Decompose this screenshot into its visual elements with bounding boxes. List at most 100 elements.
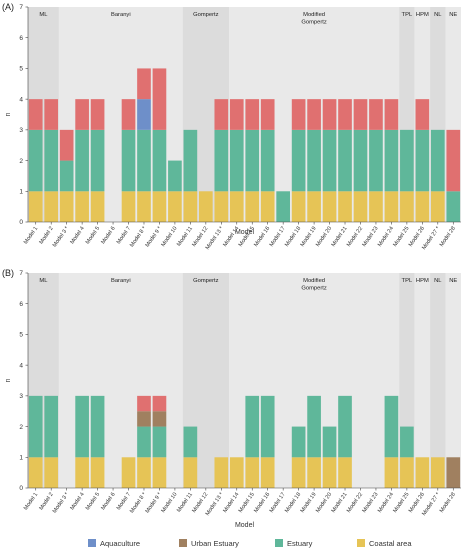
x-tick-label: Model 4 bbox=[69, 492, 85, 512]
bar-segment bbox=[291, 99, 306, 130]
bar-segment bbox=[322, 426, 337, 458]
bar-segment bbox=[168, 191, 182, 222]
x-tick-label: Model 28 bbox=[439, 226, 457, 248]
bar-segment bbox=[214, 129, 229, 192]
bar-segment bbox=[75, 395, 89, 458]
bar-segment bbox=[384, 457, 399, 488]
y-axis-label: n bbox=[5, 378, 12, 382]
bar-segment bbox=[44, 129, 59, 192]
bar-segment bbox=[152, 191, 167, 222]
bar-segment bbox=[322, 99, 337, 130]
bar-segment bbox=[338, 395, 352, 458]
bar-segment bbox=[307, 99, 321, 130]
bar-segment bbox=[28, 457, 43, 488]
bar-segment bbox=[245, 457, 260, 488]
bar-segment bbox=[338, 129, 352, 192]
bar-segment bbox=[44, 395, 59, 458]
bar-segment bbox=[121, 457, 136, 488]
bar-segment bbox=[121, 129, 136, 192]
bar-segment bbox=[229, 457, 244, 488]
bar-segment bbox=[214, 191, 229, 222]
x-tick-label: Model 2 bbox=[39, 226, 55, 246]
bar-segment bbox=[75, 129, 89, 192]
bar-segment bbox=[260, 99, 275, 130]
x-tick-label: Model 1 bbox=[23, 226, 39, 246]
bar-segment bbox=[28, 395, 43, 458]
y-tick-label: 3 bbox=[19, 127, 23, 134]
bar-segment bbox=[245, 99, 260, 130]
bar-segment bbox=[121, 99, 136, 130]
bar-segment bbox=[338, 457, 352, 488]
group-band bbox=[430, 273, 446, 488]
bar-segment bbox=[307, 457, 321, 488]
bar-segment bbox=[214, 457, 229, 488]
group-label: NE bbox=[449, 278, 457, 284]
x-tick-label: Model 5 bbox=[85, 492, 101, 512]
y-tick-label: 2 bbox=[19, 424, 23, 431]
bar-segment bbox=[307, 129, 321, 192]
bar-segment bbox=[322, 191, 337, 222]
bar-segment bbox=[446, 129, 461, 192]
group-label: ML bbox=[39, 12, 48, 18]
group-label: NL bbox=[434, 278, 442, 284]
bar-segment bbox=[245, 191, 260, 222]
legend-label: Estuary bbox=[287, 539, 313, 548]
bar-segment bbox=[152, 395, 167, 412]
bar-segment bbox=[260, 457, 275, 488]
bar-segment bbox=[152, 426, 167, 458]
bar-segment bbox=[137, 411, 151, 427]
bar-segment bbox=[44, 99, 59, 130]
group-label: NE bbox=[449, 12, 457, 18]
group-label: Modified bbox=[303, 278, 325, 284]
bar-segment bbox=[430, 191, 445, 222]
bar-segment bbox=[384, 99, 399, 130]
legend: Aquaculture Urban Estuary Estuary Coastal a… bbox=[88, 539, 412, 548]
bar-segment bbox=[260, 191, 275, 222]
x-tick-label: Model 7 bbox=[116, 492, 132, 512]
bar-segment bbox=[430, 457, 445, 488]
y-tick-label: 1 bbox=[19, 188, 23, 195]
legend-label: Coastal area bbox=[369, 539, 412, 548]
bar-segment bbox=[291, 129, 306, 192]
bar-segment bbox=[183, 457, 198, 488]
bar-segment bbox=[183, 426, 198, 458]
bar-segment bbox=[59, 191, 74, 222]
bar-segment bbox=[400, 191, 414, 222]
x-tick-label: Model 28 bbox=[439, 492, 457, 514]
bar-segment bbox=[446, 191, 461, 222]
bar-segment bbox=[446, 457, 461, 488]
bar-segment bbox=[229, 191, 244, 222]
bar-segment bbox=[245, 129, 260, 192]
bar-segment bbox=[229, 99, 244, 130]
group-label: HPM bbox=[416, 12, 429, 18]
bar-segment bbox=[152, 129, 167, 192]
bar-segment bbox=[353, 99, 368, 130]
y-tick-label: 4 bbox=[19, 362, 23, 369]
bar-segment bbox=[291, 426, 306, 458]
bar-segment bbox=[137, 191, 151, 222]
group-label: Baranyi bbox=[111, 278, 131, 284]
bar-segment bbox=[75, 99, 89, 130]
bar-segment bbox=[291, 191, 306, 222]
bar-segment bbox=[430, 129, 445, 192]
bar-segment bbox=[369, 191, 383, 222]
bar-segment bbox=[338, 191, 352, 222]
y-tick-label: 7 bbox=[19, 270, 23, 277]
bar-segment bbox=[59, 129, 74, 161]
group-band bbox=[414, 273, 431, 488]
legend-label: Urban Estuary bbox=[191, 539, 239, 548]
bar-segment bbox=[183, 191, 198, 222]
bar-segment bbox=[152, 68, 167, 130]
bar-segment bbox=[137, 457, 151, 488]
bar-segment bbox=[322, 457, 337, 488]
bar-segment bbox=[400, 129, 414, 192]
bar-segment bbox=[260, 395, 275, 458]
bar-segment bbox=[28, 191, 43, 222]
x-tick-label: Model 3 * bbox=[52, 225, 71, 248]
y-axis-label: n bbox=[5, 112, 12, 116]
x-tick-label: Model 7 bbox=[116, 226, 132, 246]
bar-segment bbox=[307, 395, 321, 458]
x-tick-label: Model 6 bbox=[100, 492, 116, 512]
group-label: Gompertz bbox=[301, 286, 327, 292]
x-tick-label: Model 1 bbox=[23, 492, 39, 512]
